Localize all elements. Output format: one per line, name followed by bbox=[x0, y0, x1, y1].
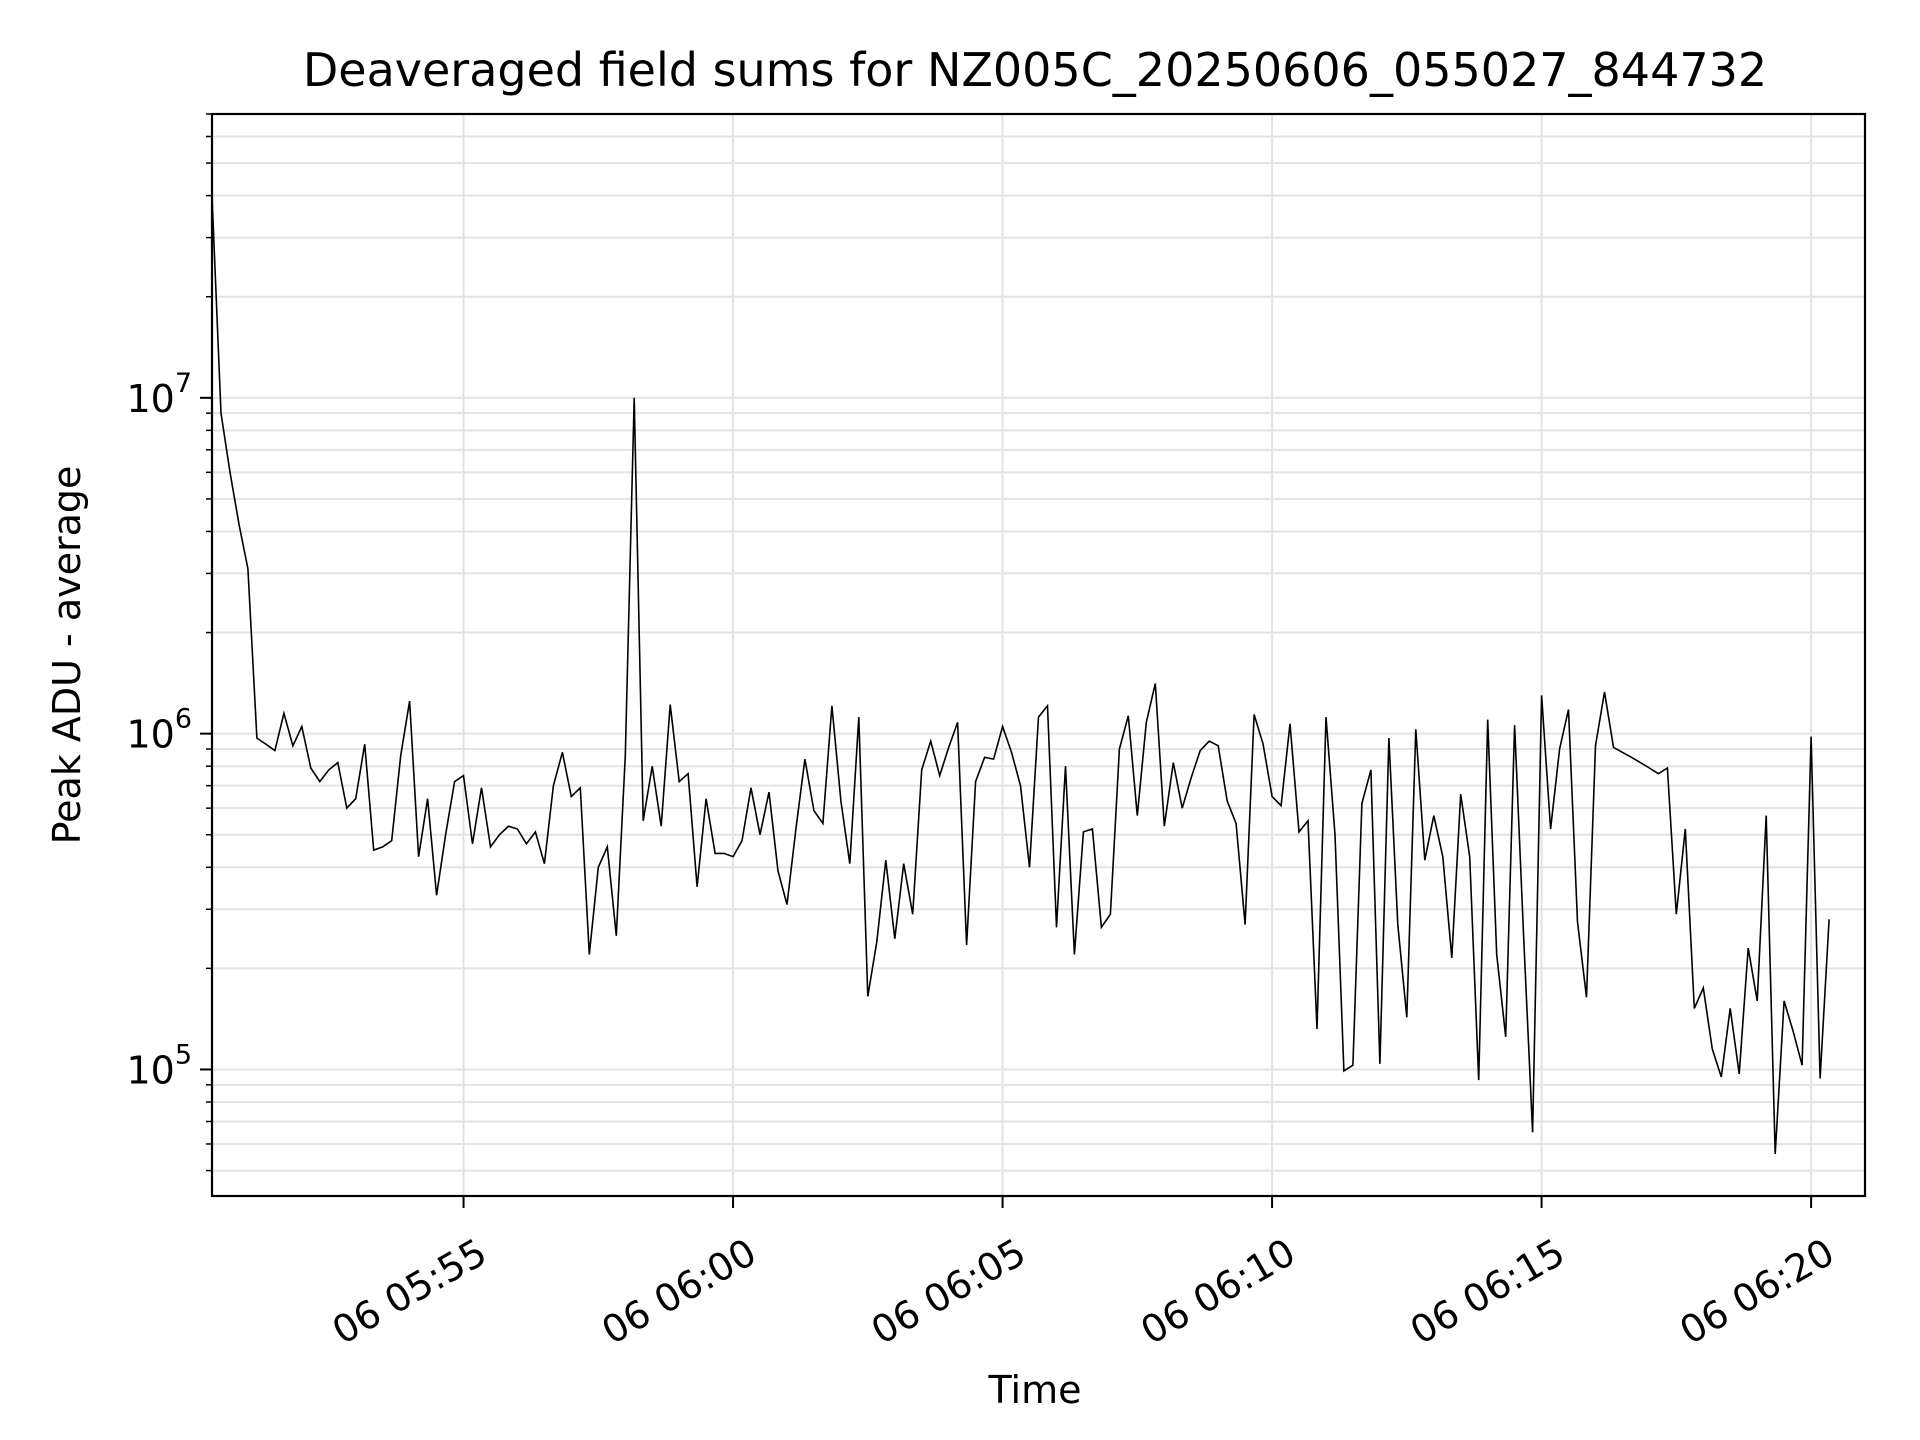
gridlines bbox=[212, 113, 1865, 1196]
y-tick-label: 106 bbox=[126, 704, 192, 757]
series-line bbox=[211, 195, 1830, 1155]
y-tick-label-base: 10 bbox=[126, 377, 174, 421]
y-tick-label-exponent: 5 bbox=[175, 1039, 192, 1070]
axis-ticks bbox=[200, 113, 1813, 1208]
data-series bbox=[211, 195, 1830, 1155]
plot-area-frame bbox=[210, 112, 1867, 1198]
y-tick-label: 107 bbox=[126, 368, 192, 421]
y-tick-label-exponent: 7 bbox=[175, 368, 192, 399]
y-tick-label-base: 10 bbox=[126, 713, 174, 757]
y-tick-label-base: 10 bbox=[126, 1048, 174, 1092]
chart-title: Deaveraged field sums for NZ005C_2025060… bbox=[303, 43, 1767, 97]
x-axis-label: Time bbox=[988, 1368, 1082, 1412]
y-tick-label-exponent: 6 bbox=[175, 704, 192, 735]
y-tick-label: 105 bbox=[126, 1039, 192, 1092]
y-axis-label: Peak ADU - average bbox=[45, 466, 89, 845]
